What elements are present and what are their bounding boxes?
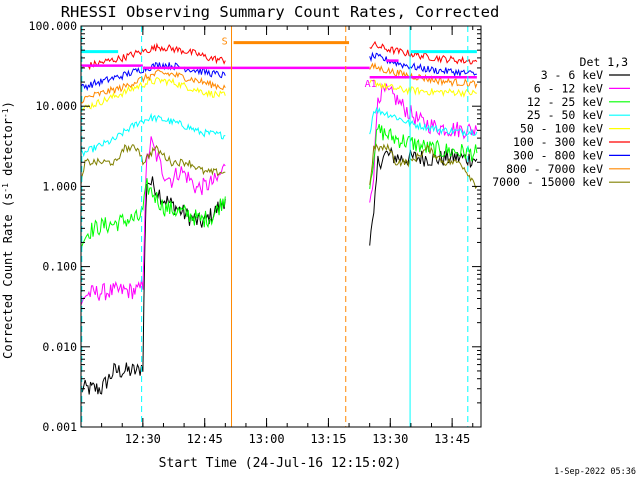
- series-line-8-1: [369, 143, 478, 190]
- x-axis-label: Start Time (24-Jul-16 12:15:02): [159, 456, 402, 471]
- legend-label-8: 7000 - 15000 keV: [492, 175, 603, 189]
- attenuator-label-2: A1: [365, 79, 377, 90]
- y-tick-label-1: 10.000: [35, 99, 77, 113]
- series-3-6keV: [80, 146, 478, 395]
- series-50-100keV: [80, 76, 478, 114]
- legend-label-1: 6 - 12 keV: [534, 81, 603, 95]
- timestamp-footer: 1-Sep-2022 05:36: [554, 467, 636, 477]
- series-7000-15000keV: [80, 143, 478, 190]
- series-line-7-1: [369, 62, 478, 90]
- series-line-0-0: [80, 176, 226, 395]
- annotation-label-2: S: [222, 37, 228, 48]
- legend-label-2: 12 - 25 keV: [527, 95, 603, 109]
- legend-label-4: 50 - 100 keV: [520, 122, 603, 136]
- x-tick-label-3: 13:15: [310, 432, 346, 446]
- plot-frame: [80, 25, 482, 428]
- x-tick-label-5: 13:45: [434, 432, 470, 446]
- legend-label-7: 800 - 7000 keV: [506, 162, 603, 176]
- series-800-7000keV: [80, 62, 478, 104]
- y-axis-label: Corrected Count Rate (s-1 detector-1): [1, 101, 16, 359]
- series-line-5-0: [80, 42, 226, 71]
- y-tick-label-3: 0.100: [42, 260, 77, 274]
- legend-label-0: 3 - 6 keV: [541, 68, 603, 82]
- series-300-800keV: [80, 51, 477, 92]
- series-line-3-1: [369, 106, 478, 137]
- series-25-50keV: [80, 106, 478, 158]
- series-line-3-0: [80, 112, 226, 158]
- legend-title: Det 1,3: [580, 55, 629, 69]
- series-12-25keV: [80, 123, 478, 252]
- series-line-4-1: [369, 79, 478, 98]
- series-line-6-0: [80, 62, 226, 92]
- chart-title: RHESSI Observing Summary Count Rates, Co…: [61, 3, 500, 21]
- series-line-8-0: [80, 144, 226, 185]
- series-line-7-0: [80, 69, 226, 104]
- series-line-2-1: [369, 123, 478, 189]
- x-tick-label-4: 13:30: [372, 432, 408, 446]
- legend-label-3: 25 - 50 keV: [527, 108, 603, 122]
- y-tick-label-0: 100.000: [29, 19, 78, 33]
- x-tick-label-1: 12:45: [187, 432, 223, 446]
- x-tick-label-0: 12:30: [125, 432, 161, 446]
- series-line-4-0: [80, 76, 226, 114]
- series-100-300keV: [80, 40, 478, 71]
- series-6-12keV: [80, 83, 478, 306]
- series-line-6-1: [369, 51, 477, 78]
- series-line-1-0: [80, 136, 226, 306]
- legend-label-6: 300 - 800 keV: [513, 148, 603, 162]
- series-line-0-1: [369, 146, 478, 246]
- series-line-2-0: [80, 178, 226, 252]
- y-tick-label-5: 0.001: [42, 420, 77, 434]
- x-tick-label-2: 13:00: [249, 432, 285, 446]
- y-tick-label-2: 1.000: [42, 179, 77, 193]
- series-line-5-1: [369, 40, 478, 65]
- legend-label-5: 100 - 300 keV: [513, 135, 603, 149]
- y-tick-label-4: 0.010: [42, 340, 77, 354]
